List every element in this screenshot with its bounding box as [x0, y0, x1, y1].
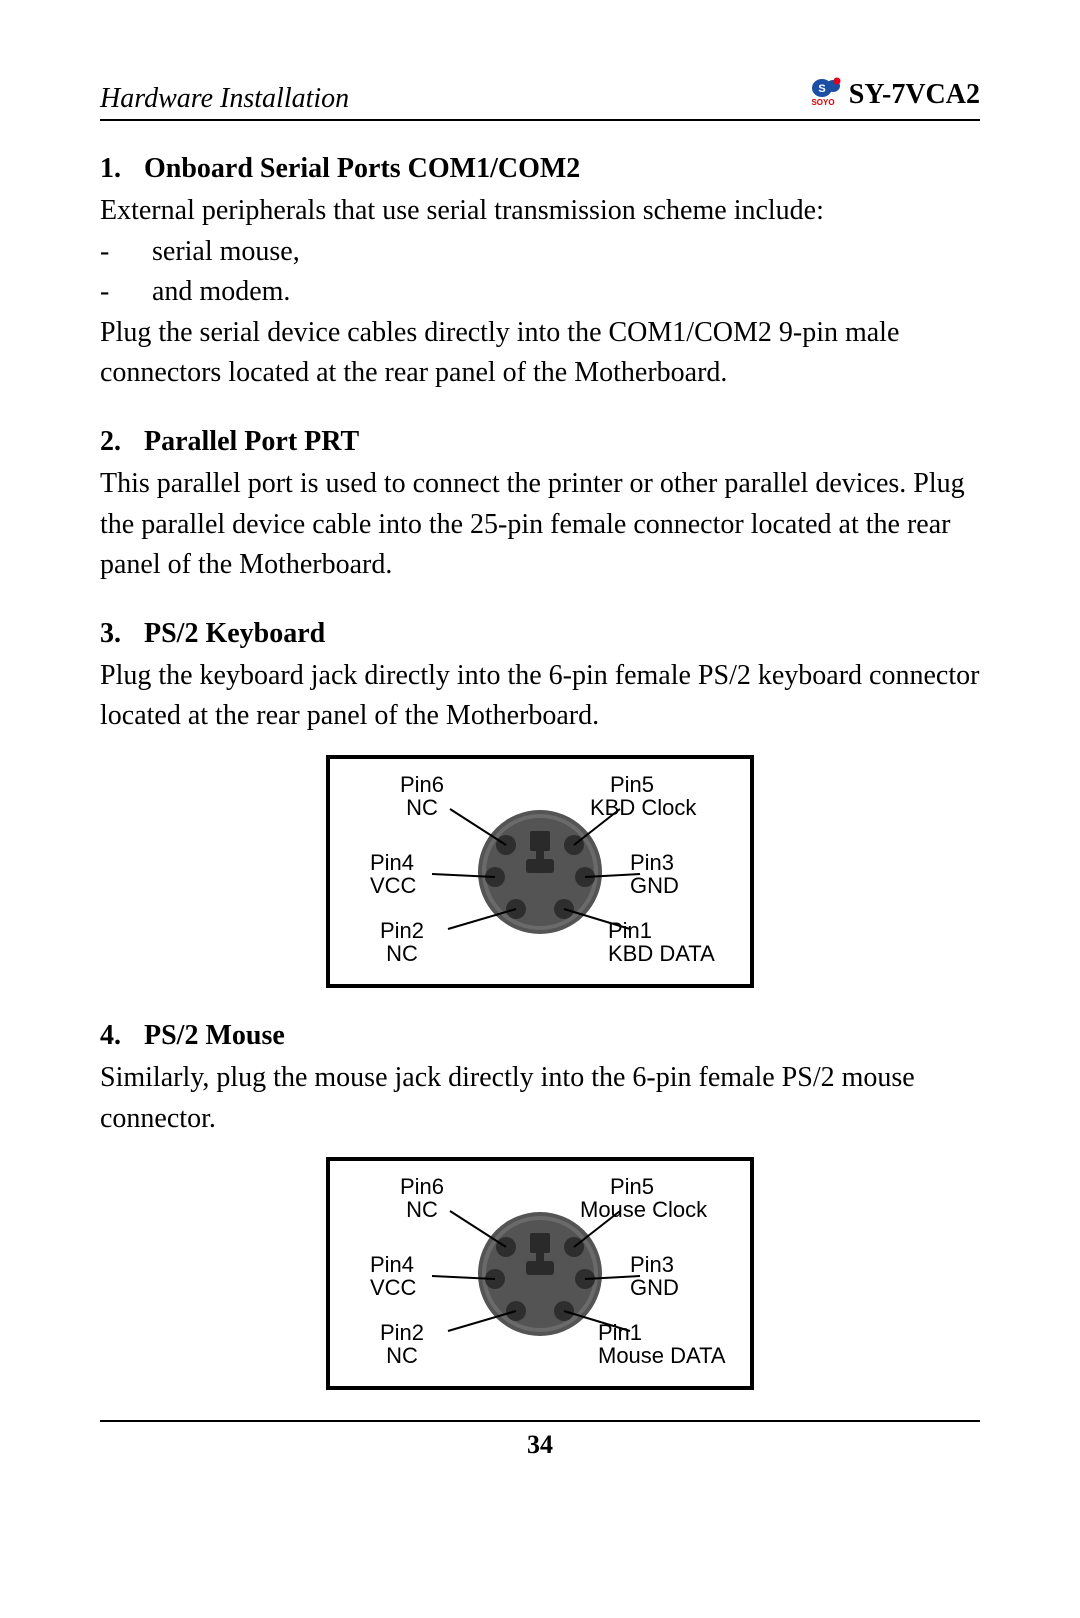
pin3-label: Pin3 GND: [630, 1253, 679, 1299]
list-item: -and modem.: [100, 272, 980, 313]
ps2-keyboard-connector-diagram: Pin6 NC Pin5 KBD Clock Pin4 VCC Pin3 GND…: [326, 755, 754, 988]
pin4-label: Pin4 VCC: [370, 851, 416, 897]
section-2-body: This parallel port is used to connect th…: [100, 464, 980, 586]
keyboard-diagram: Pin6 NC Pin5 KBD Clock Pin4 VCC Pin3 GND…: [100, 755, 980, 988]
section-1-after: Plug the serial device cables directly i…: [100, 313, 980, 394]
section-2-title: 2.Parallel Port PRT: [100, 426, 980, 458]
section-3: 3.PS/2 Keyboard Plug the keyboard jack d…: [100, 618, 980, 988]
pin1-label: Pin1 Mouse DATA: [598, 1321, 726, 1367]
section-3-body: Plug the keyboard jack directly into the…: [100, 656, 980, 737]
svg-text:S: S: [818, 83, 825, 95]
header-model: S SOYO SY-7VCA2: [809, 75, 980, 115]
page: Hardware Installation S SOYO SY-7VCA2 1.…: [0, 0, 1080, 1618]
logo-text: SOYO: [811, 98, 834, 107]
connector-icon: [432, 1211, 640, 1336]
section-1-title: 1.Onboard Serial Ports COM1/COM2: [100, 153, 980, 185]
section-3-title: 3.PS/2 Keyboard: [100, 618, 980, 650]
model-number: SY-7VCA2: [849, 79, 980, 111]
pin3-label: Pin3 GND: [630, 851, 679, 897]
list-item: -serial mouse,: [100, 232, 980, 273]
section-2: 2.Parallel Port PRT This parallel port i…: [100, 426, 980, 586]
pin6-label: Pin6 NC: [400, 1175, 444, 1221]
section-4-title: 4.PS/2 Mouse: [100, 1020, 980, 1052]
footer-rule: [100, 1420, 980, 1422]
pin1-label: Pin1 KBD DATA: [608, 919, 715, 965]
pin2-label: Pin2 NC: [380, 1321, 424, 1367]
page-header: Hardware Installation S SOYO SY-7VCA2: [100, 75, 980, 121]
pin2-label: Pin2 NC: [380, 919, 424, 965]
section-1: 1.Onboard Serial Ports COM1/COM2 Externa…: [100, 153, 980, 394]
header-title: Hardware Installation: [100, 83, 349, 115]
section-1-intro: External peripherals that use serial tra…: [100, 191, 980, 232]
mouse-diagram: Pin6 NC Pin5 Mouse Clock Pin4 VCC Pin3 G…: [100, 1157, 980, 1390]
connector-icon: [432, 809, 640, 934]
section-4: 4.PS/2 Mouse Similarly, plug the mouse j…: [100, 1020, 980, 1390]
pin5-label: Pin5 KBD Clock: [590, 773, 696, 819]
pin6-label: Pin6 NC: [400, 773, 444, 819]
pin5-label: Pin5 Mouse Clock: [580, 1175, 707, 1221]
section-1-list: -serial mouse, -and modem.: [100, 232, 980, 313]
pin4-label: Pin4 VCC: [370, 1253, 416, 1299]
ps2-mouse-connector-diagram: Pin6 NC Pin5 Mouse Clock Pin4 VCC Pin3 G…: [326, 1157, 754, 1390]
soyo-logo-icon: S SOYO: [809, 75, 845, 115]
section-4-body: Similarly, plug the mouse jack directly …: [100, 1058, 980, 1139]
page-number: 34: [100, 1430, 980, 1460]
